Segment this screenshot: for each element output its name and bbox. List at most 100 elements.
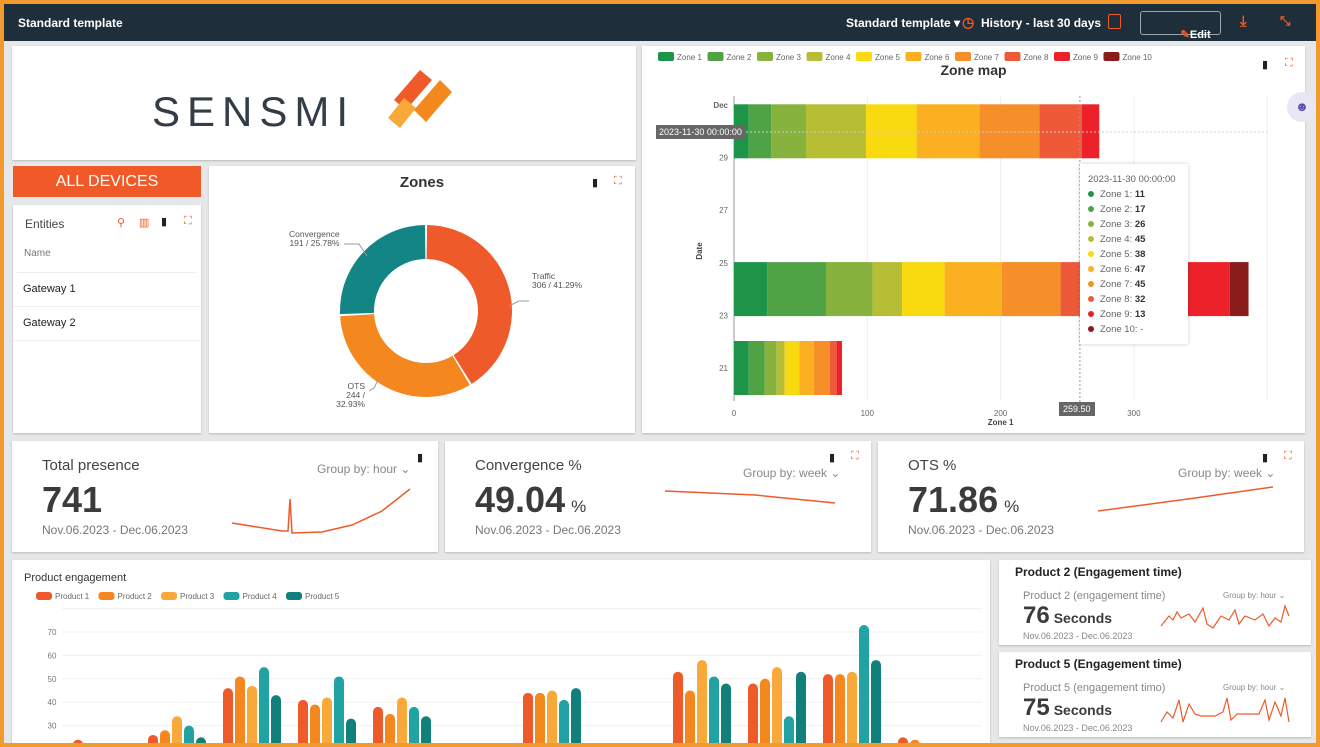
legend-label[interactable]: Product 3 — [180, 592, 215, 601]
assistant-bot-icon[interactable]: ☻ — [1287, 92, 1316, 122]
bar-product-4[interactable] — [409, 706, 419, 743]
bar-product-2[interactable] — [310, 704, 320, 743]
zone-bar-segment[interactable] — [764, 341, 777, 395]
legend-swatch[interactable] — [856, 52, 872, 61]
search-icon[interactable]: ⚲ — [117, 217, 126, 229]
zone-bar-segment[interactable] — [1039, 104, 1082, 159]
zone-bar-segment[interactable] — [805, 104, 866, 159]
legend-label[interactable]: Zone 10 — [1123, 53, 1153, 62]
bar-product-2[interactable] — [760, 678, 770, 743]
bar-product-4[interactable] — [784, 716, 794, 743]
bar-product-3[interactable] — [397, 697, 407, 743]
bar-product-5[interactable] — [571, 688, 581, 743]
legend-swatch[interactable] — [955, 52, 971, 61]
legend-swatch[interactable] — [1004, 52, 1021, 61]
legend-label[interactable]: Zone 8 — [1024, 53, 1049, 62]
legend-label[interactable]: Zone 2 — [727, 53, 752, 62]
legend-swatch[interactable] — [905, 52, 922, 61]
zone-bar-segment[interactable] — [916, 104, 980, 159]
group-by-select[interactable]: Group by: week ⌄ — [743, 466, 840, 480]
fullscreen-icon[interactable]: ⛶ — [1284, 450, 1292, 462]
zone-bar-segment[interactable] — [1081, 104, 1100, 159]
legend-label[interactable]: Product 4 — [243, 592, 278, 601]
legend-swatch[interactable] — [36, 592, 52, 600]
fullscreen-icon[interactable]: ⛶ — [614, 175, 622, 187]
donut-slice-ots[interactable] — [340, 314, 470, 397]
donut-slice-traffic[interactable] — [426, 225, 512, 384]
zone-bar-segment[interactable] — [799, 341, 814, 395]
bar-product-4[interactable] — [859, 624, 869, 743]
zone-bar-segment[interactable] — [979, 104, 1040, 159]
bar-product-1[interactable] — [823, 674, 833, 743]
legend-swatch[interactable] — [658, 52, 674, 61]
export-file-icon[interactable]: ▮ — [161, 216, 168, 228]
zone-bar-segment[interactable] — [776, 341, 785, 395]
table-row[interactable]: Gateway 1 — [13, 273, 201, 307]
legend-swatch[interactable] — [707, 52, 724, 61]
legend-label[interactable]: Product 1 — [55, 592, 90, 601]
fullscreen-icon[interactable]: ⛶ — [851, 450, 859, 462]
export-file-icon[interactable]: ▮ — [829, 452, 836, 464]
bar-product-5[interactable] — [721, 683, 731, 743]
bar-product-1[interactable] — [523, 692, 533, 743]
legend-label[interactable]: Zone 1 — [677, 53, 702, 62]
all-devices-button[interactable]: ALL DEVICES — [13, 166, 201, 197]
bar-product-1[interactable] — [148, 734, 158, 743]
legend-label[interactable]: Zone 3 — [776, 53, 801, 62]
legend-swatch[interactable] — [286, 592, 302, 600]
bar-product-3[interactable] — [697, 660, 707, 743]
bar-product-1[interactable] — [223, 688, 233, 743]
bar-product-1[interactable] — [898, 737, 908, 743]
legend-label[interactable]: Zone 5 — [875, 53, 900, 62]
bar-product-5[interactable] — [796, 671, 806, 743]
group-by-select[interactable]: Group by: hour ⌄ — [317, 462, 410, 476]
bar-product-4[interactable] — [559, 699, 569, 743]
bar-product-1[interactable] — [298, 699, 308, 743]
bar-product-4[interactable] — [709, 676, 719, 743]
legend-swatch[interactable] — [806, 52, 823, 61]
bar-product-5[interactable] — [196, 737, 206, 743]
bar-product-2[interactable] — [160, 730, 170, 743]
legend-swatch[interactable] — [757, 52, 773, 61]
legend-label[interactable]: Zone 6 — [925, 53, 950, 62]
zone-bar-segment[interactable] — [771, 104, 806, 159]
legend-label[interactable]: Zone 7 — [974, 53, 999, 62]
bar-product-1[interactable] — [373, 706, 383, 743]
bar-product-2[interactable] — [910, 739, 920, 743]
zone-bar-segment[interactable] — [734, 341, 749, 395]
zone-bar-segment[interactable] — [784, 341, 800, 395]
edit-mode-button[interactable]: ✎ Edit mode — [1140, 11, 1221, 63]
bar-product-1[interactable] — [673, 671, 683, 743]
legend-swatch[interactable] — [1103, 52, 1120, 61]
table-row[interactable]: Gateway 2 — [13, 307, 201, 341]
legend-label[interactable]: Product 5 — [305, 592, 340, 601]
bar-product-2[interactable] — [385, 713, 395, 743]
columns-icon[interactable]: ▥ — [139, 217, 150, 229]
legend-swatch[interactable] — [98, 592, 115, 600]
bar-product-3[interactable] — [772, 667, 782, 743]
zone-bar-segment[interactable] — [813, 341, 830, 395]
bar-product-1[interactable] — [73, 739, 83, 743]
zone-bar-segment[interactable] — [944, 262, 1002, 317]
fullscreen-icon[interactable]: ⛶ — [184, 215, 192, 227]
template-select[interactable]: Standard template ▾ — [846, 16, 960, 30]
bar-product-5[interactable] — [346, 718, 356, 743]
export-file-icon[interactable]: ▮ — [1262, 59, 1269, 71]
group-by-select[interactable]: Group by: hour ⌄ — [1223, 683, 1286, 692]
bar-product-3[interactable] — [322, 697, 332, 743]
bar-product-3[interactable] — [847, 671, 857, 743]
history-button[interactable]: History - last 30 days — [981, 16, 1102, 30]
legend-swatch[interactable] — [161, 592, 177, 600]
clock-icon[interactable]: ◷ — [962, 14, 975, 30]
export-file-icon[interactable]: ▮ — [1262, 452, 1269, 464]
zone-bar-segment[interactable] — [1001, 262, 1061, 317]
zone-bar-segment[interactable] — [865, 104, 917, 159]
column-header-name[interactable]: Name — [24, 248, 51, 259]
bar-product-5[interactable] — [421, 716, 431, 743]
bar-product-2[interactable] — [685, 690, 695, 744]
bar-product-3[interactable] — [172, 716, 182, 743]
donut-slice-convergence[interactable] — [340, 225, 426, 315]
zone-bar-segment[interactable] — [767, 262, 826, 317]
zone-bar-segment[interactable] — [825, 262, 873, 317]
bar-product-5[interactable] — [871, 660, 881, 743]
